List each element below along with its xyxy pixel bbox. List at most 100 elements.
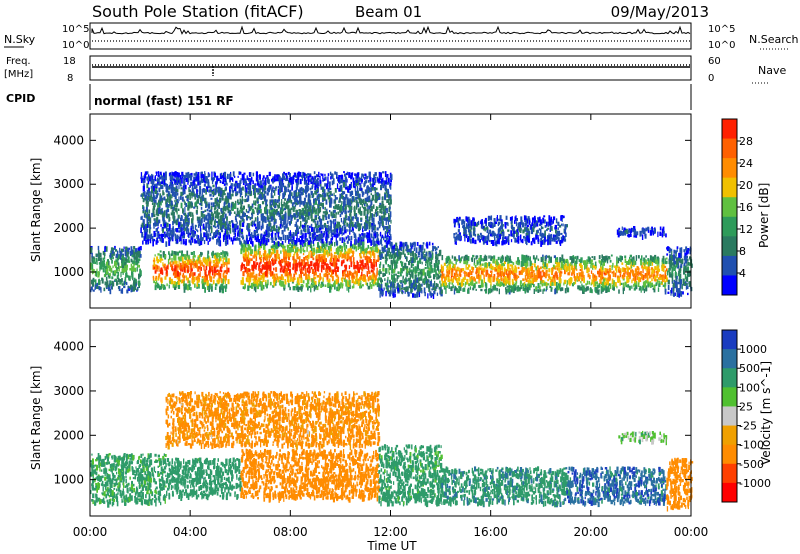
heatmap-cell xyxy=(282,246,285,252)
heatmap-cell xyxy=(121,283,124,286)
heatmap-cell xyxy=(632,277,635,281)
heatmap-cell xyxy=(525,283,527,287)
heatmap-cell xyxy=(356,277,358,281)
heatmap-cell xyxy=(569,262,572,267)
heatmap-cell xyxy=(439,291,441,295)
heatmap-cell xyxy=(401,252,403,255)
heatmap-cell xyxy=(435,272,437,278)
heatmap-cell xyxy=(540,256,543,263)
heatmap-cell xyxy=(385,291,387,297)
heatmap-cell xyxy=(330,253,333,259)
heatmap-cell xyxy=(277,241,280,247)
heatmap-cell xyxy=(191,261,194,265)
heatmap-cell xyxy=(412,257,415,264)
heatmap-cell xyxy=(409,286,412,290)
heatmap-cell xyxy=(368,258,370,264)
heatmap-cell xyxy=(293,258,296,264)
heatmap-cell xyxy=(564,271,567,275)
heatmap-cell xyxy=(127,256,130,259)
heatmap-cell xyxy=(203,239,206,245)
heatmap-cell xyxy=(291,244,293,249)
heatmap-cell xyxy=(545,254,547,260)
heatmap-cell xyxy=(527,280,530,286)
heatmap-cell xyxy=(192,214,194,221)
heatmap-cell xyxy=(219,266,222,272)
heatmap-cell xyxy=(313,271,315,277)
heatmap-cell xyxy=(596,285,599,289)
heatmap-cell xyxy=(134,267,136,273)
heatmap-cell xyxy=(156,265,158,272)
heatmap-cell xyxy=(573,262,576,267)
heatmap-cell xyxy=(568,278,570,285)
heatmap-cell xyxy=(630,264,632,270)
heatmap-cell xyxy=(484,289,486,292)
heatmap-cell xyxy=(586,286,589,291)
heatmap-cell xyxy=(248,275,251,280)
heatmap-cell xyxy=(328,252,331,257)
heatmap-cell xyxy=(213,271,216,277)
heatmap-cell xyxy=(319,246,322,251)
heatmap-cell xyxy=(372,246,374,251)
heatmap-cell xyxy=(683,269,686,275)
heatmap-cell xyxy=(158,273,161,277)
heatmap-cell xyxy=(567,260,569,264)
heatmap-cell xyxy=(351,255,354,258)
heatmap-cell xyxy=(218,253,221,257)
heatmap-cell xyxy=(220,263,223,269)
heatmap-cell xyxy=(312,257,315,261)
heatmap-cell xyxy=(374,275,377,281)
heatmap-cell xyxy=(553,278,556,283)
heatmap-cell xyxy=(568,271,571,276)
heatmap-cell xyxy=(454,288,457,291)
heatmap-cell xyxy=(183,276,185,282)
heatmap-cell xyxy=(275,280,277,284)
heatmap-cell xyxy=(508,271,511,276)
heatmap-cell xyxy=(359,259,362,263)
heatmap-cell xyxy=(601,271,604,277)
heatmap-cell xyxy=(186,284,189,291)
heatmap-cell xyxy=(480,288,483,292)
heatmap-cell xyxy=(156,256,159,262)
heatmap-cell xyxy=(95,253,98,257)
heatmap-cell xyxy=(497,282,500,287)
heatmap-cell xyxy=(643,262,645,267)
heatmap-cell xyxy=(685,265,687,270)
heatmap-cell xyxy=(539,266,542,270)
heatmap-cell xyxy=(254,206,256,210)
heatmap-cell xyxy=(335,278,338,285)
heatmap-cell xyxy=(494,268,497,272)
heatmap-cell xyxy=(421,261,423,265)
heatmap-cell xyxy=(249,272,252,277)
heatmap-cell xyxy=(217,280,220,285)
heatmap-cell xyxy=(516,288,519,292)
heatmap-cell xyxy=(389,251,392,255)
heatmap-cell xyxy=(619,280,621,286)
heatmap-cell xyxy=(245,248,247,253)
heatmap-cell xyxy=(268,255,270,260)
heatmap-cell xyxy=(409,248,412,253)
heatmap-cell xyxy=(644,258,646,263)
heatmap-cell xyxy=(160,267,163,274)
heatmap-cell xyxy=(246,272,250,277)
heatmap-cell xyxy=(323,255,326,261)
heatmap-cell xyxy=(522,278,525,281)
heatmap-cell xyxy=(225,256,228,263)
heatmap-cell xyxy=(658,262,660,268)
heatmap-cell xyxy=(104,274,107,277)
heatmap-cell xyxy=(620,282,623,285)
heatmap-cell xyxy=(389,285,392,290)
heatmap-cell xyxy=(639,277,642,282)
heatmap-cell xyxy=(420,269,423,272)
heatmap-cell xyxy=(632,256,635,260)
heatmap-cell xyxy=(385,217,388,221)
heatmap-cell xyxy=(302,253,305,256)
heatmap-cell xyxy=(558,268,561,273)
heatmap-cell xyxy=(650,282,653,286)
heatmap-cell xyxy=(450,272,453,277)
heatmap-cell xyxy=(317,197,319,200)
heatmap-cell xyxy=(311,283,313,286)
heatmap-cell xyxy=(440,269,443,273)
heatmap-cell xyxy=(164,276,167,280)
heatmap-cell xyxy=(302,280,305,284)
